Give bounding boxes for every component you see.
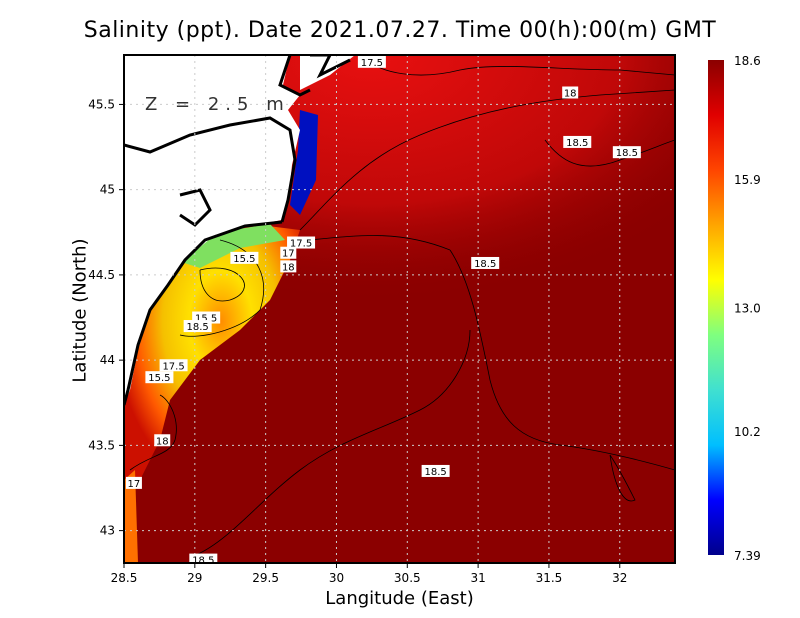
x-tick-label: 29.5 xyxy=(252,571,279,585)
contour-label: 18.5 xyxy=(424,467,446,478)
x-tick-label: 30 xyxy=(329,571,344,585)
contour-label: 15.5 xyxy=(148,373,170,384)
x-tick-label: 29 xyxy=(187,571,202,585)
contour-label: 18.5 xyxy=(474,259,496,270)
y-tick-label: 44.5 xyxy=(88,268,115,282)
colorbar-tick-label: 18.6 xyxy=(734,54,761,68)
contour-label-box xyxy=(280,246,297,259)
contour-label-box xyxy=(562,86,579,99)
contour-label: 18.5 xyxy=(566,138,588,149)
river-plume xyxy=(124,225,300,500)
contour-label-box xyxy=(189,553,218,563)
contour-label-box xyxy=(125,476,142,489)
colorbar-tick-label: 7.39 xyxy=(734,549,761,563)
x-tick-label: 32 xyxy=(612,571,627,585)
x-axis-ticks: 28.5 29 29.5 30 30.5 31 31.5 32 xyxy=(111,563,627,585)
contour-label-box xyxy=(612,146,641,159)
contour-label-box xyxy=(563,135,592,148)
contour-label: 17.5 xyxy=(361,58,383,69)
y-axis-ticks: 43 43.5 44 44.5 45 45.5 xyxy=(88,97,124,538)
contour-label: 18 xyxy=(156,436,169,447)
colorbar xyxy=(708,60,724,555)
x-axis-label: Langitude (East) xyxy=(325,588,474,609)
contour-label: 18.5 xyxy=(616,148,638,159)
contour-label: 18 xyxy=(564,89,577,100)
contour-label: 15.5 xyxy=(195,314,217,325)
y-tick-label: 43 xyxy=(100,524,115,538)
colorbar-tick-label: 13.0 xyxy=(734,301,761,315)
land xyxy=(124,55,300,405)
contour-labels: 17.51818.518.518.515.517.5171815.518.517… xyxy=(125,55,641,567)
contour-label-box xyxy=(471,256,500,269)
contour-label-box xyxy=(357,55,386,68)
freshwater-zone xyxy=(290,110,318,215)
x-tick-label: 30.5 xyxy=(394,571,421,585)
y-tick-label: 45 xyxy=(100,183,115,197)
map-title: Salinity (ppt). Date 2021.07.27. Time 00… xyxy=(83,18,717,43)
y-tick-label: 45.5 xyxy=(88,97,115,111)
colorbar-ticks: 18.6 15.9 13.0 10.2 7.39 xyxy=(734,54,761,563)
contour-label: 17 xyxy=(128,479,141,490)
contour-label: 18.5 xyxy=(187,322,209,333)
contour-label-box xyxy=(154,434,171,447)
contour-label: 17 xyxy=(282,249,295,260)
contour-label: 18.5 xyxy=(192,556,214,567)
contour-label-box xyxy=(421,464,450,477)
contour-label-box xyxy=(145,371,174,384)
x-tick-label: 31 xyxy=(470,571,485,585)
x-tick-label: 28.5 xyxy=(111,571,138,585)
contour-label: 17.5 xyxy=(290,239,312,250)
contour-label-box xyxy=(183,320,212,333)
depth-label: Z = 2.5 m xyxy=(145,94,290,115)
y-tick-label: 44 xyxy=(100,353,115,367)
coastal-zone xyxy=(124,470,138,563)
contour-label-box xyxy=(287,236,316,249)
contour-label: 18 xyxy=(282,262,295,273)
colorbar-tick-label: 15.9 xyxy=(734,173,761,187)
contour-label-box xyxy=(230,251,259,264)
contour-label: 17.5 xyxy=(162,361,184,372)
colorbar-tick-label: 10.2 xyxy=(734,425,761,439)
coastline xyxy=(124,55,351,406)
contour-lines xyxy=(129,55,675,556)
y-tick-label: 43.5 xyxy=(88,438,115,452)
plot-frame xyxy=(123,54,676,564)
contour-label-box xyxy=(159,359,188,372)
x-tick-label: 31.5 xyxy=(536,571,563,585)
contour-label: 15.5 xyxy=(233,254,255,265)
grid-lines xyxy=(124,55,675,563)
contour-label-box xyxy=(280,260,297,273)
low-salinity-zone xyxy=(175,224,285,268)
